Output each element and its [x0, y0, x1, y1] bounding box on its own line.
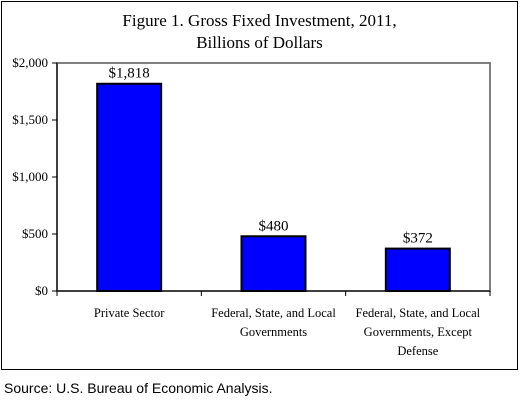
category-label: Defense [397, 344, 438, 358]
category-label: Federal, State, and Local [356, 306, 481, 320]
category-label: Federal, State, and Local [211, 306, 336, 320]
y-tick-label: $2,000 [12, 55, 48, 70]
category-label: Governments [240, 325, 307, 339]
bar [384, 247, 451, 292]
chart-title-line-1: Figure 1. Gross Fixed Investment, 2011, [122, 11, 397, 30]
bar [96, 82, 163, 292]
data-label: $372 [403, 231, 433, 247]
category-label: Private Sector [94, 306, 165, 320]
source-note: Source: U.S. Bureau of Economic Analysis… [4, 380, 273, 396]
data-label: $1,818 [109, 66, 150, 82]
y-tick-label: $0 [35, 283, 48, 298]
chart-title: Figure 1. Gross Fixed Investment, 2011, … [0, 10, 519, 54]
y-tick-label: $1,500 [12, 112, 48, 127]
bar-chart: $0 $500 $1,000 $1,500 $2,000 $1,818 Private Se… [12, 55, 491, 358]
bar [240, 235, 307, 292]
data-label: $480 [259, 218, 289, 234]
category-label: Governments, Except [364, 325, 473, 339]
y-tick-label: $500 [22, 226, 48, 241]
chart-title-line-2: Billions of Dollars [196, 33, 323, 52]
y-tick-label: $1,000 [12, 169, 48, 184]
